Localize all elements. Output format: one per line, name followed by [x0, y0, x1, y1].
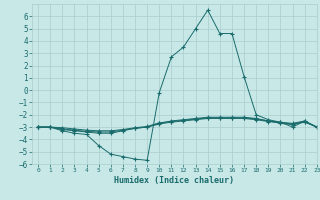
X-axis label: Humidex (Indice chaleur): Humidex (Indice chaleur): [115, 176, 234, 185]
